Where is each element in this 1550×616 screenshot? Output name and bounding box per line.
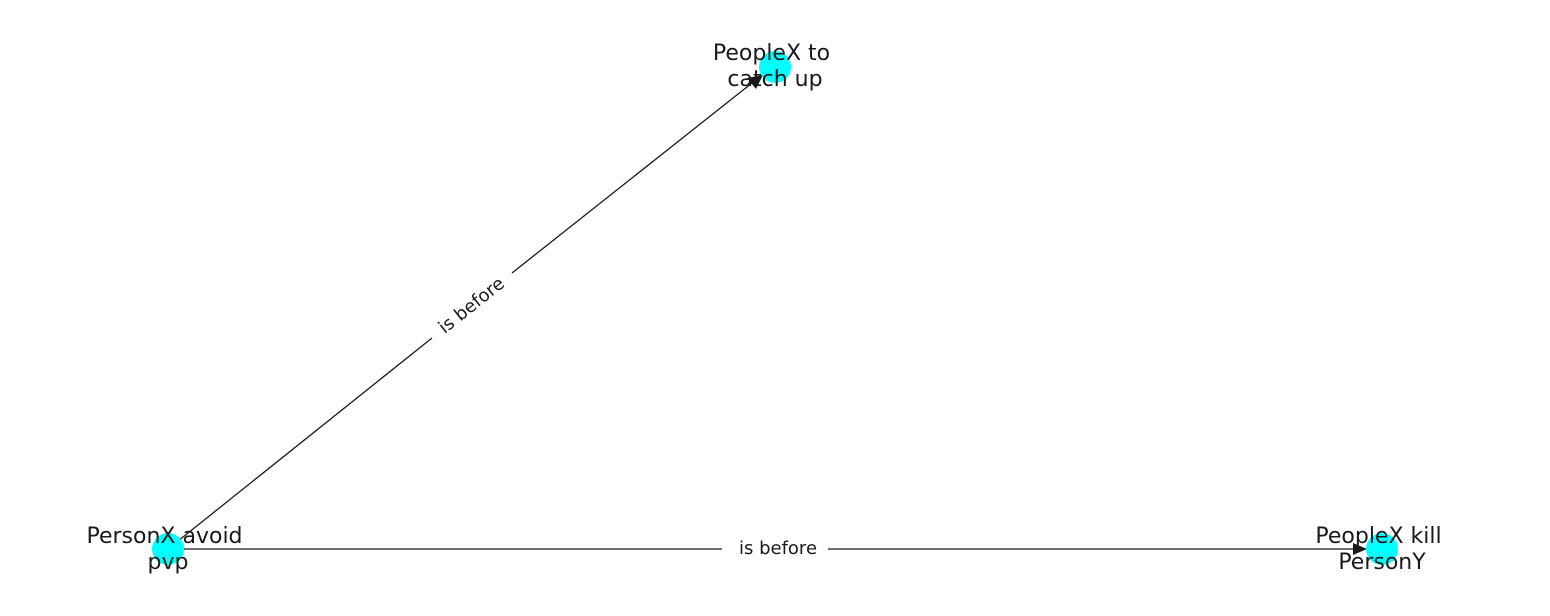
- edge-avoid-to-kill: is before: [168, 538, 1367, 559]
- node-catch-up: PeopleX to catch up: [713, 41, 837, 92]
- node-label: PeopleX kill PersonY: [1315, 524, 1448, 575]
- node-label-line: catch up: [727, 67, 822, 92]
- node-marker: [152, 533, 184, 565]
- edge-line: [167, 337, 433, 550]
- node-avoid-pvp: PersonX avoid pvp: [86, 524, 249, 575]
- node-label-line: PeopleX kill: [1315, 524, 1441, 549]
- node-kill-persony: PeopleX kill PersonY: [1315, 524, 1448, 575]
- edge-label: is before: [435, 273, 509, 338]
- node-label: PersonX avoid pvp: [86, 524, 249, 575]
- edge-line: [511, 82, 753, 274]
- node-marker: [1366, 533, 1398, 565]
- node-label: PeopleX to catch up: [713, 41, 837, 92]
- arrow-head-icon: [1353, 543, 1367, 555]
- node-label-line: pvp: [148, 550, 189, 575]
- node-label-line: PersonY: [1338, 550, 1426, 575]
- node-label-line: PeopleX to: [713, 41, 830, 66]
- arrow-head-icon: [747, 75, 763, 89]
- edge-label: is before: [739, 538, 817, 559]
- edge-avoid-to-catch: is before: [167, 75, 763, 550]
- node-label-line: PersonX avoid: [86, 524, 242, 549]
- node-marker: [759, 51, 791, 83]
